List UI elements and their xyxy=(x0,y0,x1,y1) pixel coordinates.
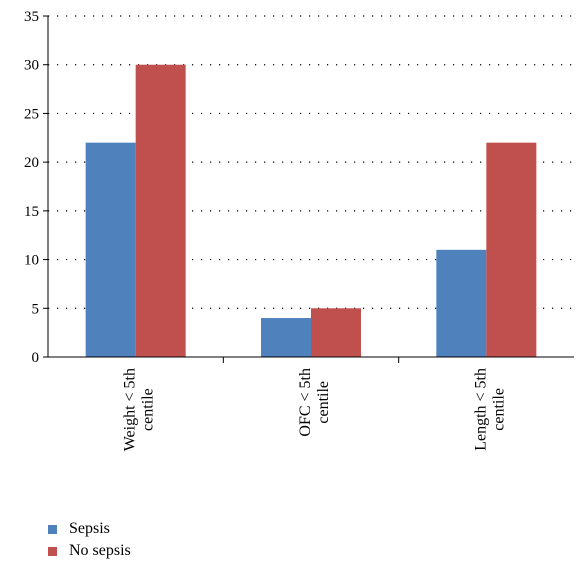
y-tick-label-30: 30 xyxy=(24,58,39,74)
y-tick-label-5: 5 xyxy=(32,301,40,317)
bar-no-sepsis-2 xyxy=(486,142,537,357)
bars xyxy=(85,64,537,357)
bar-sepsis-0 xyxy=(85,142,136,357)
y-tick-label-20: 20 xyxy=(24,155,39,171)
y-tick-label-0: 0 xyxy=(32,350,40,366)
x-category-label-line: centile xyxy=(140,388,157,431)
legend-swatch-sepsis xyxy=(48,524,57,534)
x-category-label-line: centile xyxy=(315,381,332,424)
x-category-labels: Weight < 5thcentile OFC < 5thcentile Lengt… xyxy=(122,368,508,451)
y-tick-label-15: 15 xyxy=(24,204,39,220)
x-category-label-0: Weight < 5thcentile xyxy=(122,368,157,451)
y-tick-label-35: 35 xyxy=(24,9,39,25)
x-category-label-line: OFC < 5th xyxy=(297,368,314,437)
legend-swatch-no-sepsis xyxy=(48,546,57,556)
legend-label-no-sepsis: No sepsis xyxy=(69,542,131,559)
y-tick-labels: 0 5 10 15 20 25 30 35 xyxy=(24,9,39,366)
y-tick-label-25: 25 xyxy=(24,106,39,122)
legend-label-sepsis: Sepsis xyxy=(69,520,110,537)
x-category-label-1: OFC < 5thcentile xyxy=(297,368,332,437)
axes xyxy=(43,15,574,363)
bar-no-sepsis-0 xyxy=(135,64,186,357)
x-category-label-2: Length < 5thcentile xyxy=(472,368,507,451)
x-category-label-line: Length < 5th xyxy=(472,368,489,451)
legend-item-no-sepsis: No sepsis xyxy=(48,540,131,562)
legend: Sepsis No sepsis xyxy=(48,518,131,562)
legend-item-sepsis: Sepsis xyxy=(48,518,131,540)
bar-no-sepsis-1 xyxy=(311,308,361,357)
x-category-label-line: centile xyxy=(490,388,507,431)
x-category-label-line: Weight < 5th xyxy=(122,368,139,451)
y-tick-label-10: 10 xyxy=(24,253,39,269)
bar-sepsis-2 xyxy=(436,249,487,357)
bar-sepsis-1 xyxy=(261,318,311,357)
